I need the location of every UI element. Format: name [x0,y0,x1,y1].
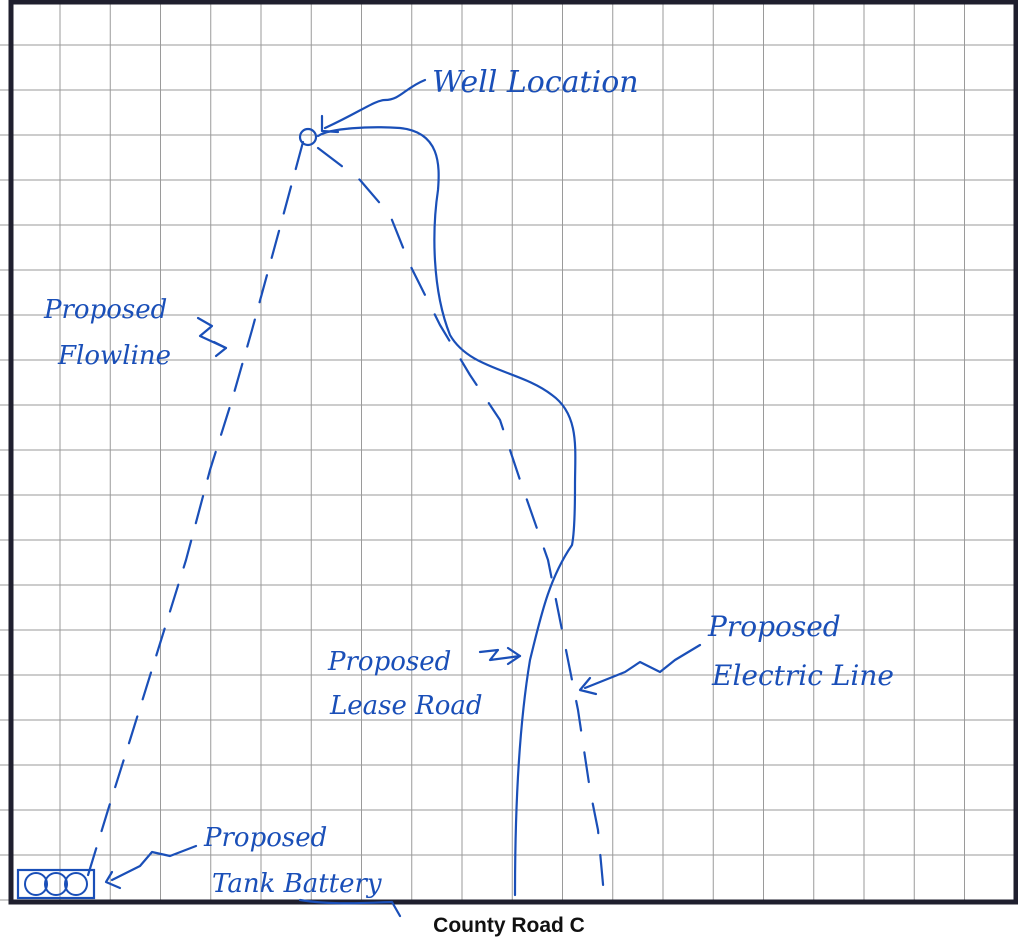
lease-road-label-arrow [478,648,522,662]
lease-road-label-arrowhead [506,646,522,666]
county-road-label: County Road C [433,914,585,937]
electric-line-label-line1: Proposed [707,610,841,643]
well-location-label: Well Location [432,65,639,100]
tank-battery-symbol [16,868,96,900]
lease-road-label-line1: Proposed [327,647,451,677]
tank-battery-underline [298,898,402,918]
tank-battery-label-arrowhead [104,870,122,890]
well-location-arrowhead [320,114,340,134]
electric-line-label-arrow [583,643,702,690]
proposed-electric-line-path [316,146,606,897]
electric-line-label-arrowhead [578,676,598,696]
flowline-label-arrow [196,316,228,350]
map-frame [8,0,1018,905]
well-location-arrow [323,78,427,130]
lease-road-label-line2: Lease Road [329,691,483,721]
tank-battery-label-line2: Tank Battery [212,869,382,899]
survey-grid [0,2,1016,902]
flowline-label-line1: Proposed [43,295,167,325]
proposed-lease-road-path [316,126,577,897]
flowline-label-line2: Flowline [57,341,171,371]
electric-line-label-line2: Electric Line [711,659,894,692]
flowline-label-arrowhead [212,340,228,358]
well-location-marker [298,127,318,147]
tank-battery-label-arrow [110,844,198,882]
tank-battery-label-line1: Proposed [203,823,327,853]
proposed-flowline-path [83,140,305,887]
